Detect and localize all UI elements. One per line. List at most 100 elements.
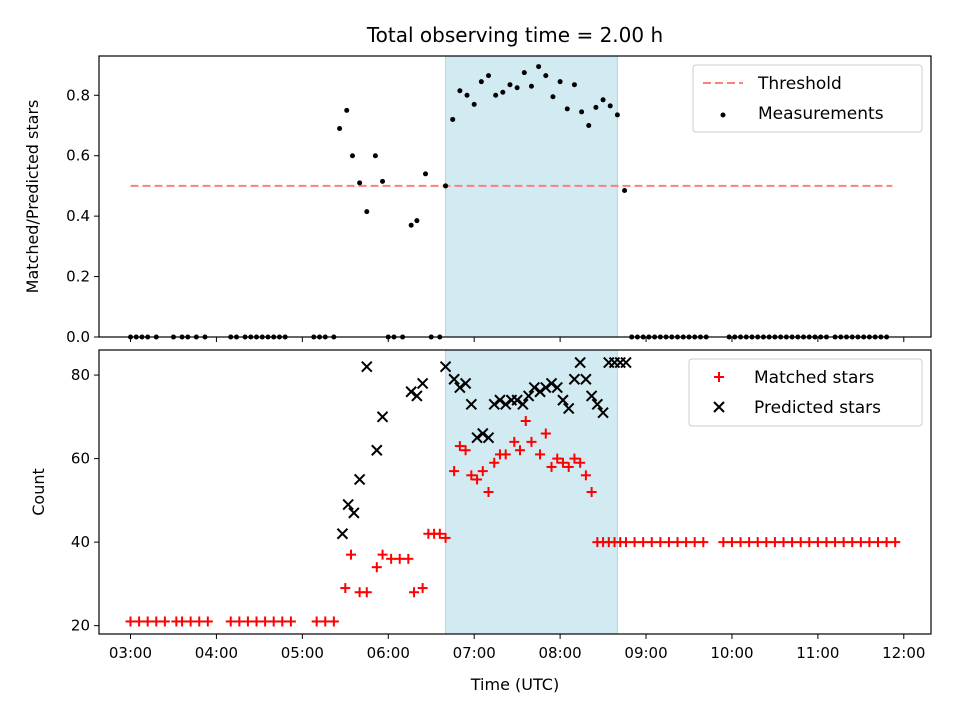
matched-star-marker <box>371 562 382 573</box>
matched-star-marker <box>311 616 322 627</box>
measurement-point <box>414 218 420 224</box>
observing-window-shade <box>445 56 618 337</box>
matched-star-marker <box>855 537 866 548</box>
top-x-ticks <box>130 337 905 342</box>
measurement-point <box>557 79 563 85</box>
predicted-star-marker <box>557 394 569 406</box>
measurement-point <box>564 106 570 112</box>
matched-star-marker <box>268 616 279 627</box>
matched-star-marker <box>620 537 631 548</box>
marker-stroke <box>353 473 366 486</box>
predicted-star-marker <box>459 377 472 390</box>
matched-star-marker <box>460 445 471 456</box>
x-tick-label: 10:00 <box>710 644 753 662</box>
marker-stroke <box>591 398 604 411</box>
y-tick-label: 40 <box>71 533 90 551</box>
legend-box <box>688 358 923 427</box>
legend-box <box>692 64 923 133</box>
predicted-star-marker <box>348 507 360 519</box>
bottom-y-axis-label: Count <box>29 468 48 516</box>
matched-star-marker <box>526 436 537 447</box>
matched-star-marker <box>340 583 351 594</box>
marker-stroke <box>620 356 632 369</box>
marker-stroke <box>416 377 429 390</box>
predicted-star-marker <box>574 356 586 369</box>
matched-star-marker <box>234 616 245 627</box>
marker-stroke <box>342 498 354 511</box>
x-tick-label: 11:00 <box>796 644 839 662</box>
matched-star-marker <box>394 553 405 564</box>
matched-star-marker <box>672 537 683 548</box>
predicted-star-marker <box>585 390 598 402</box>
predicted-star-marker <box>482 431 495 444</box>
matched-star-marker <box>361 587 372 598</box>
matched-star-marker <box>638 537 649 548</box>
bottom-y-ticks: 20 40 60 80 <box>71 366 99 635</box>
predicted-star-marker <box>528 381 541 394</box>
marker-stroke <box>568 373 581 385</box>
predicted-star-marker <box>465 398 478 411</box>
matched-star-marker <box>778 537 789 548</box>
predicted-star-marker <box>517 398 529 411</box>
matched-star-marker <box>417 583 428 594</box>
matched-star-marker <box>864 537 875 548</box>
matched-star-marker <box>260 616 271 627</box>
bottom-x-ticks: 03:00 04:00 05:00 06:00 07:00 08:00 09:00 10:00… <box>109 634 925 662</box>
marker-stroke <box>534 386 546 398</box>
predicted-star-marker <box>376 411 389 423</box>
matched-star-marker <box>646 537 657 548</box>
measurement-point <box>593 104 599 110</box>
marker-stroke <box>376 411 389 423</box>
measurement-point <box>372 153 378 159</box>
matched-star-marker <box>873 537 884 548</box>
measurement-point <box>600 97 606 103</box>
predicted-star-marker <box>499 398 512 411</box>
marker-stroke <box>477 427 489 440</box>
marker-stroke <box>471 431 483 444</box>
x-tick-label: 12:00 <box>882 644 925 662</box>
predicted-star-marker <box>477 427 489 440</box>
predicted-star-marker <box>562 402 575 415</box>
matched-star-marker <box>509 436 520 447</box>
matched-star-marker <box>409 587 420 598</box>
measurement-point <box>364 209 370 215</box>
marker-stroke <box>361 360 373 373</box>
bottom-panel: 03:00 04:00 05:00 06:00 07:00 08:00 09:00 10:00… <box>29 349 932 694</box>
matched-star-marker <box>403 553 414 564</box>
measurement-point <box>543 73 549 79</box>
predicted-star-marker <box>353 473 366 486</box>
measurement-point <box>536 64 542 70</box>
predicted-star-marker <box>342 498 354 511</box>
matched-star-marker <box>663 537 674 548</box>
measurement-point <box>614 112 620 118</box>
matched-star-marker <box>386 553 397 564</box>
measurement-point <box>500 89 506 95</box>
matched-star-marker <box>881 537 892 548</box>
matched-star-marker <box>795 537 806 548</box>
measurement-point <box>528 83 534 89</box>
matched-star-marker <box>277 616 288 627</box>
matched-star-marker <box>569 453 580 464</box>
marker-stroke <box>371 444 383 456</box>
matched-star-marker <box>744 537 755 548</box>
matched-star-marker <box>586 487 597 497</box>
predicted-star-marker <box>494 394 506 406</box>
matched-star-marker <box>540 428 551 439</box>
measurement-point <box>471 101 477 107</box>
measurement-point <box>380 178 386 184</box>
measurement-point <box>337 126 343 132</box>
matched-star-marker <box>752 537 763 548</box>
bottom-data-marks <box>125 356 901 627</box>
matched-star-marker <box>159 616 170 627</box>
marker-stroke <box>557 394 569 406</box>
chart-title: Total observing time = 2.00 h <box>366 23 663 47</box>
matched-star-marker <box>483 487 494 497</box>
measurement-point <box>478 79 484 85</box>
predicted-star-marker <box>416 377 429 390</box>
y-tick-label: 60 <box>71 450 90 468</box>
matched-star-marker <box>134 616 145 627</box>
y-tick-label: 0.2 <box>66 268 90 286</box>
legend-label: Threshold <box>757 74 842 94</box>
x-tick-label: 05:00 <box>281 644 324 662</box>
predicted-star-marker <box>568 373 581 385</box>
